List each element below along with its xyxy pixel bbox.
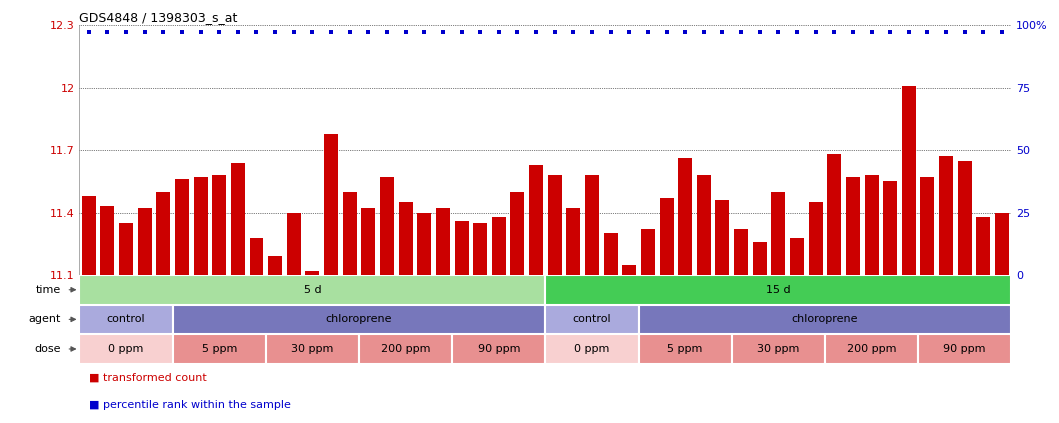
Bar <box>902 86 916 275</box>
Bar <box>660 198 674 275</box>
Bar <box>883 181 897 275</box>
Text: ■ percentile rank within the sample: ■ percentile rank within the sample <box>89 400 290 410</box>
Text: chloroprene: chloroprene <box>326 314 392 324</box>
Bar <box>436 209 450 275</box>
Bar <box>697 175 711 275</box>
Bar <box>82 196 95 275</box>
Bar <box>491 217 506 275</box>
Bar <box>398 202 413 275</box>
Bar <box>623 264 636 275</box>
Bar <box>101 206 114 275</box>
Bar <box>827 154 841 275</box>
Bar <box>753 242 767 275</box>
Text: 90 ppm: 90 ppm <box>478 344 520 354</box>
Text: 15 d: 15 d <box>766 285 791 295</box>
Bar <box>173 334 266 364</box>
Text: time: time <box>36 285 60 295</box>
Bar <box>175 179 189 275</box>
Bar <box>212 175 227 275</box>
Text: control: control <box>573 314 611 324</box>
Bar <box>545 275 1011 305</box>
Text: 5 ppm: 5 ppm <box>667 344 703 354</box>
Text: 5 ppm: 5 ppm <box>201 344 237 354</box>
Bar <box>173 305 545 334</box>
Text: 90 ppm: 90 ppm <box>944 344 986 354</box>
Bar <box>604 233 617 275</box>
Bar <box>976 217 990 275</box>
Bar <box>417 212 431 275</box>
Bar <box>957 161 972 275</box>
Bar <box>939 157 953 275</box>
Bar <box>343 192 357 275</box>
Bar <box>268 256 282 275</box>
Bar <box>250 237 264 275</box>
Bar <box>79 305 173 334</box>
Bar <box>918 334 1011 364</box>
Bar <box>585 175 599 275</box>
Bar <box>119 223 133 275</box>
Text: 200 ppm: 200 ppm <box>381 344 430 354</box>
Bar <box>324 134 338 275</box>
Bar <box>548 175 561 275</box>
Text: 200 ppm: 200 ppm <box>847 344 896 354</box>
Bar <box>846 177 860 275</box>
Bar <box>452 334 545 364</box>
Bar <box>359 334 452 364</box>
Bar <box>864 175 879 275</box>
Text: agent: agent <box>29 314 60 324</box>
Bar <box>678 159 693 275</box>
Bar <box>305 271 320 275</box>
Bar <box>194 177 208 275</box>
Bar <box>454 221 468 275</box>
Bar <box>266 334 359 364</box>
Bar <box>639 305 1011 334</box>
Text: 30 ppm: 30 ppm <box>291 344 334 354</box>
Text: 0 ppm: 0 ppm <box>108 344 144 354</box>
Bar <box>157 192 170 275</box>
Bar <box>380 177 394 275</box>
Bar <box>734 229 748 275</box>
Bar <box>825 334 918 364</box>
Text: chloroprene: chloroprene <box>792 314 858 324</box>
Bar <box>567 209 580 275</box>
Bar <box>530 165 543 275</box>
Bar <box>231 162 245 275</box>
Bar <box>716 200 730 275</box>
Text: GDS4848 / 1398303_s_at: GDS4848 / 1398303_s_at <box>79 11 238 24</box>
Bar <box>771 192 786 275</box>
Text: 30 ppm: 30 ppm <box>757 344 800 354</box>
Bar <box>79 275 545 305</box>
Bar <box>920 177 934 275</box>
Bar <box>545 305 639 334</box>
Text: control: control <box>107 314 145 324</box>
Text: ■ transformed count: ■ transformed count <box>89 373 207 382</box>
Bar <box>287 212 301 275</box>
Bar <box>732 334 825 364</box>
Bar <box>641 229 654 275</box>
Bar <box>790 237 804 275</box>
Bar <box>510 192 524 275</box>
Text: 0 ppm: 0 ppm <box>574 344 610 354</box>
Bar <box>639 334 732 364</box>
Bar <box>995 212 1009 275</box>
Bar <box>361 209 375 275</box>
Bar <box>473 223 487 275</box>
Bar <box>138 209 151 275</box>
Bar <box>79 334 173 364</box>
Bar <box>809 202 823 275</box>
Text: 5 d: 5 d <box>304 285 321 295</box>
Bar <box>545 334 639 364</box>
Text: dose: dose <box>34 344 60 354</box>
